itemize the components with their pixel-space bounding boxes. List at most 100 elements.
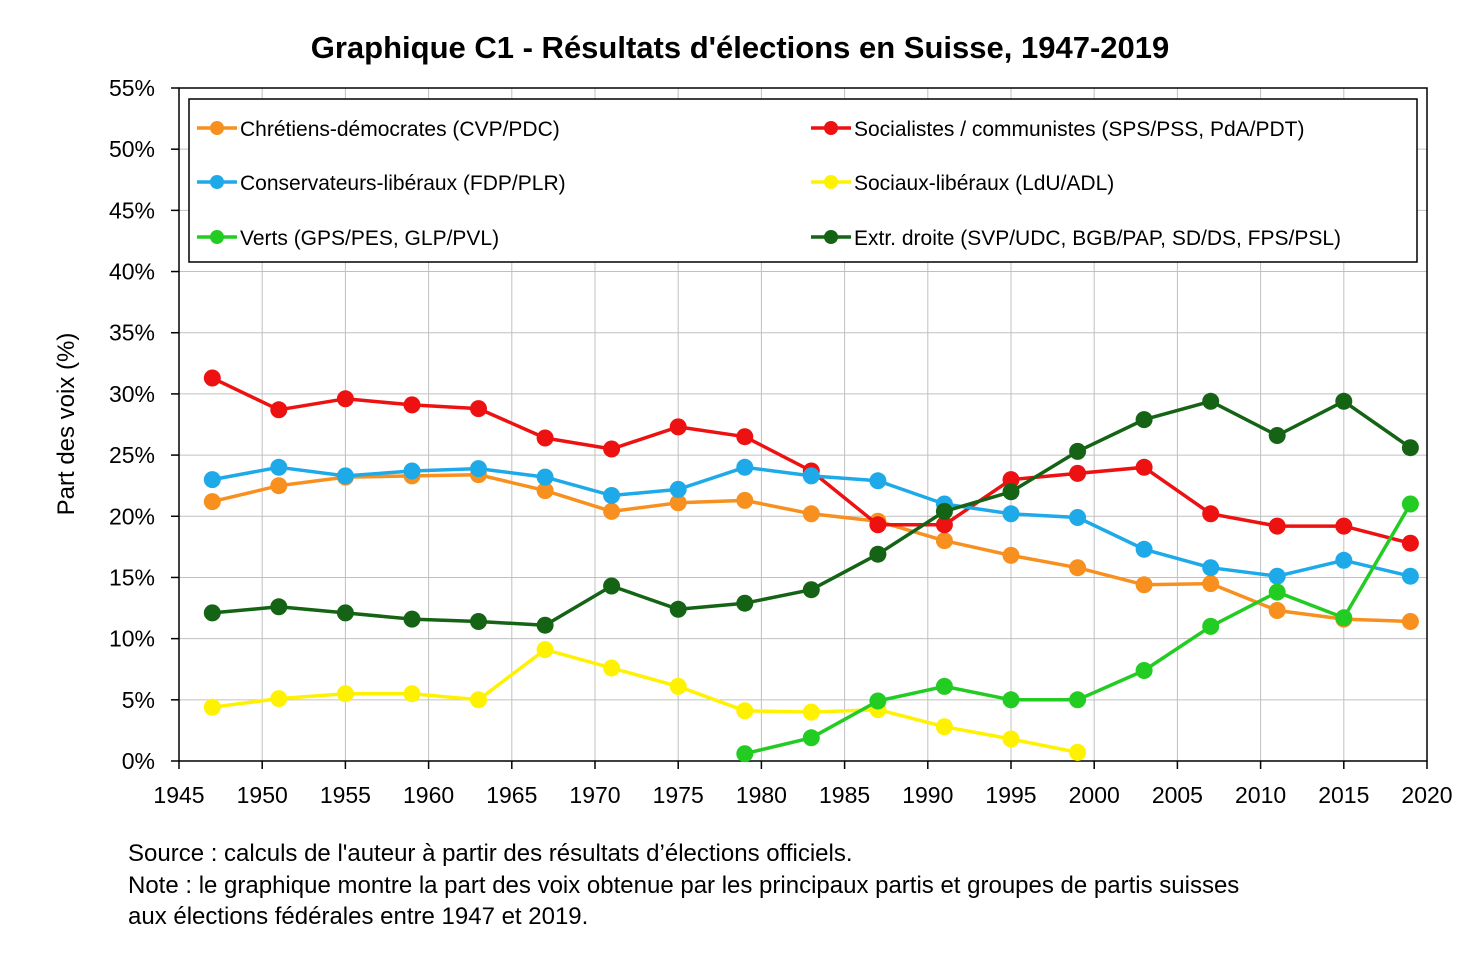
y-tick-label: 30% <box>109 381 155 407</box>
data-point <box>203 471 221 489</box>
x-tick-label: 2015 <box>1318 782 1369 808</box>
legend-swatch-marker <box>824 175 838 189</box>
legend-label: Extr. droite (SVP/UDC, BGB/PAP, SD/DS, F… <box>854 227 1341 250</box>
y-tick-label: 50% <box>109 136 155 162</box>
footnote-source: Source : calculs de l'auteur à partir de… <box>128 840 853 867</box>
legend-item: Sociaux-libéraux (LdU/ADL) <box>811 172 1114 195</box>
data-point <box>536 468 554 486</box>
y-tick-label: 40% <box>109 259 155 285</box>
x-tick-label: 1945 <box>153 782 204 808</box>
data-point <box>736 491 754 509</box>
data-point <box>1069 743 1087 761</box>
series-5 <box>736 495 1419 763</box>
data-point <box>1002 546 1020 564</box>
data-point <box>203 604 221 622</box>
data-point <box>1135 662 1153 679</box>
series-line <box>211 472 1411 624</box>
data-point <box>270 477 288 495</box>
legend-label: Conservateurs-libéraux (FDP/PLR) <box>240 172 566 195</box>
legend-label: Socialistes / communistes (SPS/PSS, PdA/… <box>854 118 1304 141</box>
data-point <box>935 502 953 520</box>
data-point <box>935 718 953 736</box>
data-point <box>470 691 487 709</box>
data-point <box>470 613 487 630</box>
data-point <box>603 487 621 504</box>
data-point <box>1002 505 1020 523</box>
legend: Chrétiens-démocrates (CVP/PDC) Socialiste… <box>188 98 1418 263</box>
data-point <box>403 610 421 628</box>
data-point <box>536 641 554 659</box>
legend-box <box>188 98 1418 263</box>
data-point <box>935 516 953 534</box>
y-axis-label: Part des voix (%) <box>53 333 80 516</box>
data-point <box>270 690 288 708</box>
chart-title: Graphique C1 - Résultats d'élections en … <box>311 30 1169 65</box>
y-tick-label: 45% <box>109 197 155 223</box>
legend-label: Sociaux-libéraux (LdU/ADL) <box>854 172 1114 195</box>
x-tick-label: 1985 <box>819 782 870 808</box>
data-point <box>935 532 953 550</box>
x-tick-label: 1990 <box>902 782 953 808</box>
data-point <box>336 604 354 622</box>
data-point <box>470 400 487 418</box>
data-point <box>736 428 754 446</box>
data-point <box>1268 517 1286 535</box>
series-6 <box>203 392 1419 634</box>
series-line <box>212 647 1078 755</box>
data-point <box>1002 691 1020 709</box>
x-tick-label: 2000 <box>1069 782 1120 808</box>
data-point <box>802 729 820 747</box>
series-2 <box>203 369 1419 552</box>
data-point <box>203 369 221 387</box>
y-tick-label: 5% <box>122 687 155 713</box>
data-point <box>1002 483 1020 501</box>
legend-item: Conservateurs-libéraux (FDP/PLR) <box>197 172 566 195</box>
data-point <box>1335 517 1353 535</box>
series-4 <box>203 641 1087 761</box>
data-point <box>1002 471 1020 489</box>
data-point <box>1135 540 1153 558</box>
data-point <box>1401 567 1419 585</box>
legend-label: Verts (GPS/PES, GLP/PVL) <box>240 227 499 250</box>
chart: Graphique C1 - Résultats d'élections en … <box>53 30 1453 808</box>
data-point <box>869 516 887 534</box>
data-point <box>203 493 221 511</box>
footnote-note-line-1: Note : le graphique montre la part des v… <box>128 872 1240 899</box>
data-point <box>270 401 288 419</box>
data-point <box>1202 575 1220 593</box>
data-point <box>536 429 554 447</box>
data-point <box>536 616 554 634</box>
data-point <box>403 396 421 414</box>
data-point <box>1202 617 1220 635</box>
series-layer <box>203 369 1419 763</box>
data-point <box>203 698 221 716</box>
data-point <box>1268 602 1286 619</box>
legend-item: Chrétiens-démocrates (CVP/PDC) <box>197 118 560 141</box>
x-axis: 1945 1950 1955 1960 1965 1970 1975 1980 1985 1990… <box>153 761 1453 808</box>
legend-swatch-marker <box>210 121 224 135</box>
legend-swatch-marker <box>210 230 224 244</box>
legend-swatch-marker <box>824 121 838 135</box>
data-point <box>603 440 621 458</box>
data-point <box>802 581 820 599</box>
data-point <box>1401 439 1419 457</box>
data-point <box>603 659 621 677</box>
y-tick-label: 55% <box>109 75 155 101</box>
legend-swatch-marker <box>210 175 224 189</box>
data-point <box>869 472 887 490</box>
data-point <box>669 418 687 436</box>
data-point <box>536 482 554 500</box>
legend-item: Verts (GPS/PES, GLP/PVL) <box>197 227 499 250</box>
data-point <box>802 703 820 721</box>
x-tick-label: 1980 <box>736 782 787 808</box>
data-point <box>736 458 754 476</box>
y-tick-label: 0% <box>122 748 155 774</box>
data-point <box>1401 613 1419 630</box>
x-tick-label: 1950 <box>237 782 288 808</box>
data-point <box>669 480 687 498</box>
data-point <box>336 467 354 485</box>
data-point <box>669 600 687 618</box>
data-point <box>935 677 953 695</box>
legend-item: Extr. droite (SVP/UDC, BGB/PAP, SD/DS, F… <box>811 227 1341 250</box>
data-point <box>1268 583 1286 601</box>
